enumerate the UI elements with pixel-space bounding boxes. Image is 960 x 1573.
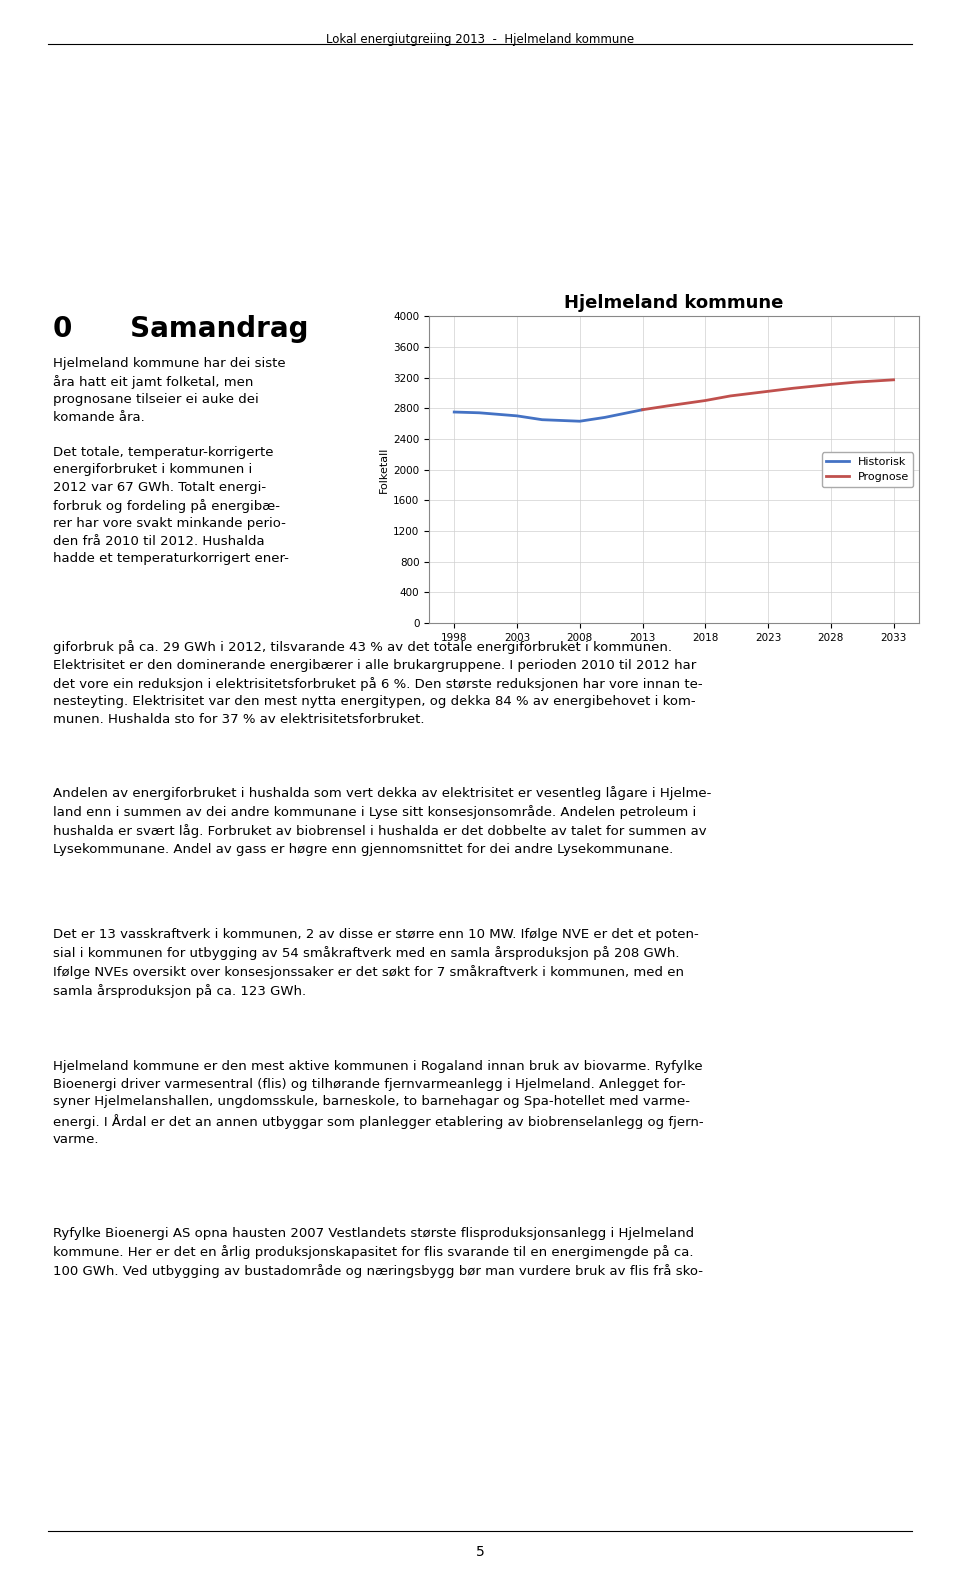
Text: Hjelmeland kommune er den mest aktive kommunen i Rogaland innan bruk av biovarme: Hjelmeland kommune er den mest aktive ko…	[53, 1060, 704, 1147]
Prognose	[787, 379, 799, 398]
Prognose	[825, 374, 836, 393]
Prognose	[636, 400, 648, 418]
Text: 5: 5	[475, 1545, 485, 1559]
Text: 0      Samandrag: 0 Samandrag	[53, 315, 308, 343]
Text: Hjelmeland kommune har dei siste
åra hatt eit jamt folketal, men
prognosane tils: Hjelmeland kommune har dei siste åra hat…	[53, 357, 289, 565]
Prognose	[762, 382, 774, 401]
Prognose	[888, 370, 900, 389]
Historisk	[574, 412, 586, 431]
Legend: Historisk, Prognose: Historisk, Prognose	[822, 453, 913, 486]
Prognose	[725, 387, 736, 406]
Title: Hjelmeland kommune: Hjelmeland kommune	[564, 294, 783, 311]
Text: Ryfylke Bioenergi AS opna hausten 2007 Vestlandets største flisproduksjonsanlegg: Ryfylke Bioenergi AS opna hausten 2007 V…	[53, 1227, 703, 1277]
Historisk	[512, 406, 523, 425]
Historisk	[599, 407, 611, 426]
Prognose	[661, 396, 673, 415]
Text: Andelen av energiforbruket i hushalda som vert dekka av elektrisitet er vesentle: Andelen av energiforbruket i hushalda so…	[53, 786, 711, 856]
Prognose	[700, 392, 711, 411]
Text: Det er 13 vasskraftverk i kommunen, 2 av disse er større enn 10 MW. Ifølge NVE e: Det er 13 vasskraftverk i kommunen, 2 av…	[53, 928, 699, 997]
Text: Lokal energiutgreiing 2013  -  Hjelmeland kommune: Lokal energiutgreiing 2013 - Hjelmeland …	[326, 33, 634, 46]
Line: Prognose: Prognose	[642, 379, 894, 409]
Y-axis label: Folketall: Folketall	[379, 447, 389, 492]
Line: Historisk: Historisk	[454, 409, 642, 422]
Historisk	[636, 400, 648, 418]
Prognose	[851, 373, 862, 392]
Historisk	[537, 411, 548, 429]
Text: giforbruk på ca. 29 GWh i 2012, tilsvarande 43 % av det totale energiforbruket i: giforbruk på ca. 29 GWh i 2012, tilsvara…	[53, 640, 703, 725]
Historisk	[448, 403, 460, 422]
Historisk	[473, 403, 485, 422]
